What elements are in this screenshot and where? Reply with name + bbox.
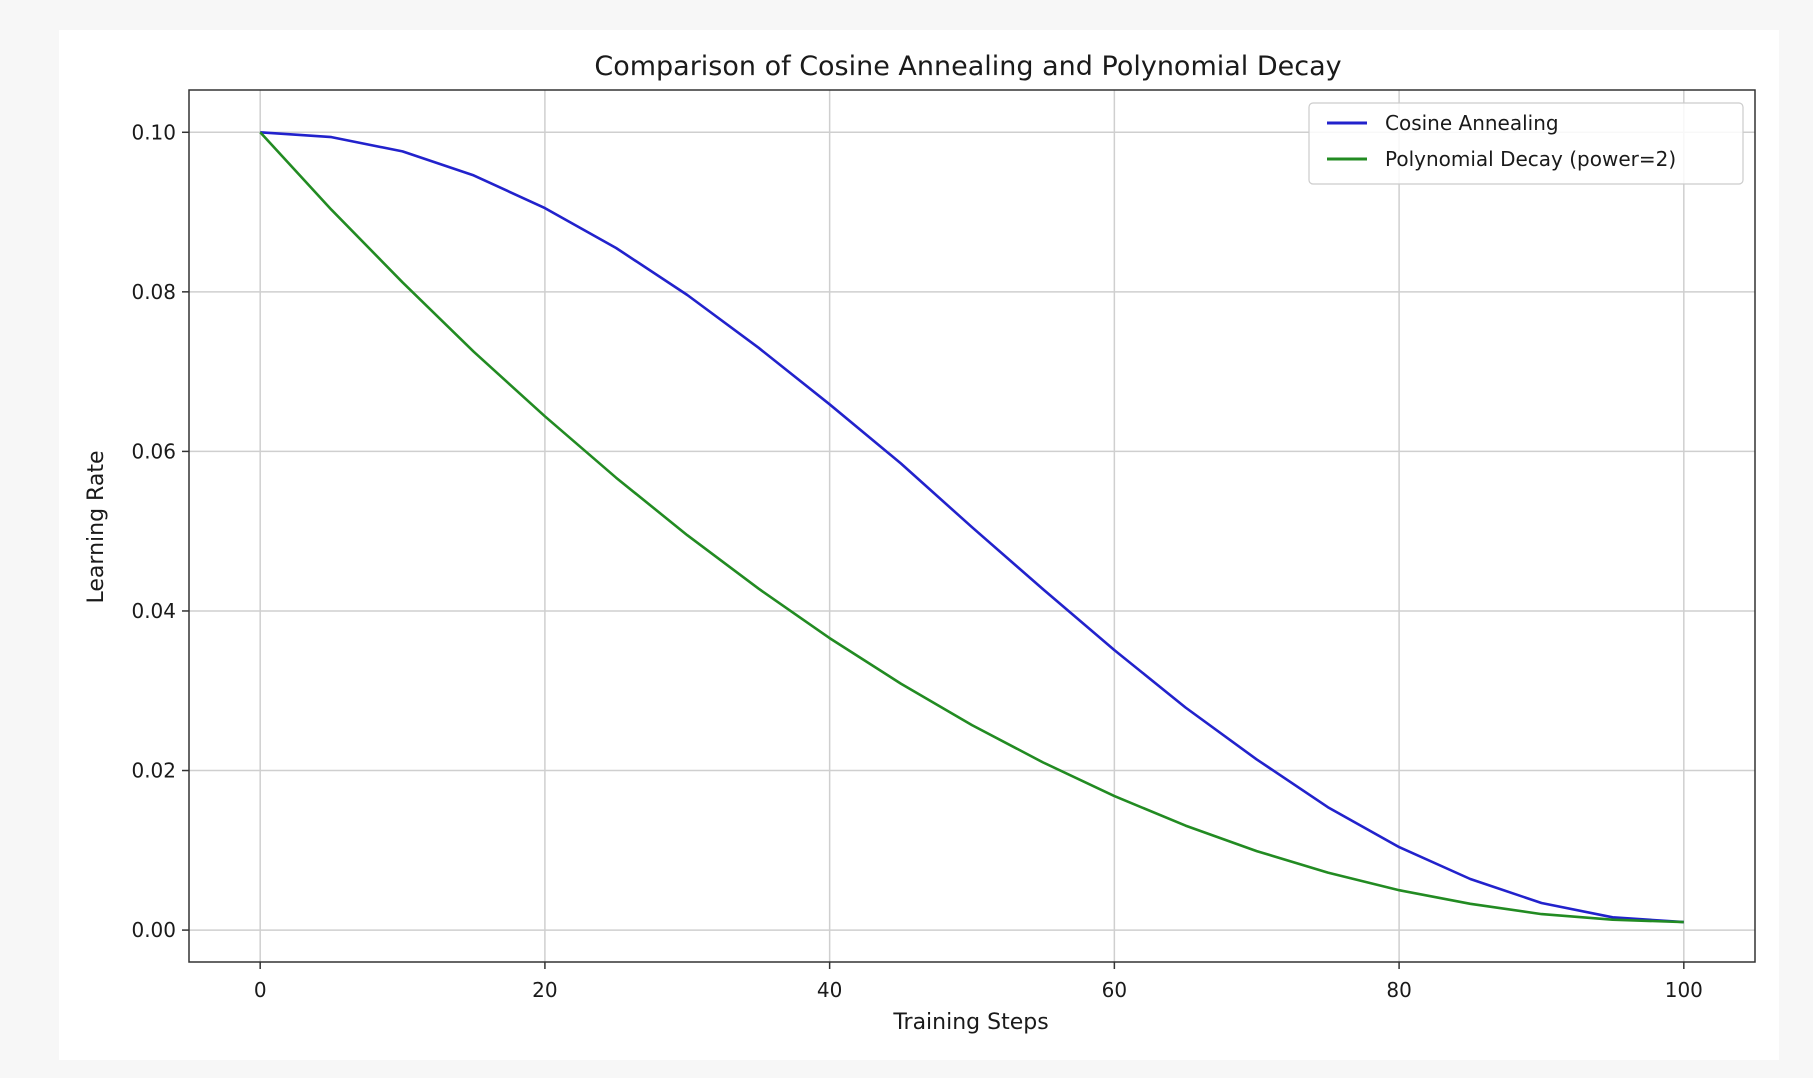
y-tick-label: 0.10 (131, 120, 176, 144)
x-axis-label: Training Steps (892, 1010, 1048, 1035)
legend-label-2: Polynomial Decay (power=2) (1385, 147, 1676, 171)
x-tick-label: 20 (532, 978, 557, 1002)
y-tick-label: 0.00 (131, 918, 176, 942)
legend: Cosine Annealing Polynomial Decay (power=… (1308, 102, 1744, 185)
series-line-2 (259, 131, 1684, 924)
legend-label-1: Cosine Annealing (1385, 111, 1559, 135)
x-tick-label: 0 (254, 978, 267, 1002)
chart-title: Comparison of Cosine Annealing and Polyn… (594, 51, 1341, 82)
y-axis-label: Learning Rate (84, 451, 109, 604)
legend-box (1308, 102, 1744, 185)
x-tick-label: 60 (1102, 978, 1127, 1002)
y-tick-label: 0.08 (131, 280, 176, 304)
series-lines (259, 131, 1684, 924)
series-line-1 (260, 131, 1684, 924)
x-tick-label: 40 (817, 978, 842, 1002)
x-tick-label: 100 (1665, 978, 1703, 1002)
grid (189, 90, 1755, 962)
y-tick-label: 0.04 (131, 599, 176, 623)
plot-area-frame (188, 89, 1756, 963)
y-tick-label: 0.02 (131, 759, 176, 783)
axis-ticks: 0 20 40 60 80 100 0.00 0.02 0.04 0.06 0.08 0.10 (131, 120, 1702, 1002)
figure-background (59, 30, 1779, 1060)
y-tick-label: 0.06 (131, 439, 176, 463)
x-tick-label: 80 (1386, 978, 1411, 1002)
